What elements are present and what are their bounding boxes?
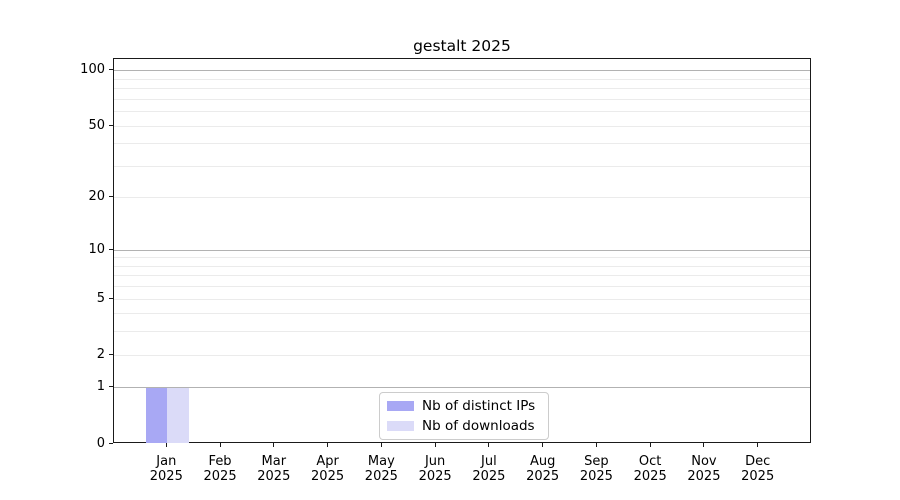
x-tick-year: 2025 — [311, 469, 345, 484]
minor-gridline — [114, 125, 810, 127]
x-tick-year: 2025 — [579, 469, 613, 484]
y-tick-mark — [109, 442, 113, 444]
x-tick-mark — [649, 443, 651, 447]
x-tick-label: Oct 2025 — [620, 454, 680, 484]
major-gridline — [114, 249, 810, 251]
minor-gridline — [114, 257, 810, 259]
y-tick-mark — [109, 386, 113, 388]
y-tick-mark — [109, 196, 113, 198]
y-tick-mark — [109, 248, 113, 250]
y-tick-label: 10 — [88, 241, 105, 257]
y-tick-label: 0 — [96, 435, 105, 451]
minor-gridline — [114, 98, 810, 100]
x-tick-year: 2025 — [472, 469, 506, 484]
x-tick-month: Apr — [316, 454, 339, 469]
minor-gridline — [114, 197, 810, 199]
bar-distinct-ips — [146, 387, 168, 443]
x-tick-label: Jan 2025 — [136, 454, 196, 484]
legend-swatch-downloads — [387, 421, 414, 431]
x-tick-year: 2025 — [203, 469, 237, 484]
bar-downloads — [167, 387, 189, 443]
minor-gridline — [114, 111, 810, 113]
x-tick-month: Jun — [424, 454, 446, 469]
chart-title: gestalt 2025 — [413, 37, 511, 55]
x-tick-label: Feb 2025 — [190, 454, 250, 484]
minor-gridline — [114, 331, 810, 333]
minor-gridline — [114, 275, 810, 277]
x-tick-mark — [165, 443, 167, 447]
x-tick-label: Aug 2025 — [513, 454, 573, 484]
x-tick-year: 2025 — [687, 469, 721, 484]
x-tick-year: 2025 — [418, 469, 452, 484]
x-tick-mark — [273, 443, 275, 447]
x-tick-label: Nov 2025 — [674, 454, 734, 484]
x-tick-mark — [757, 443, 759, 447]
x-tick-label: Sep 2025 — [566, 454, 626, 484]
x-tick-year: 2025 — [364, 469, 398, 484]
x-tick-mark — [380, 443, 382, 447]
x-tick-month: Feb — [208, 454, 232, 469]
y-tick-label: 5 — [96, 290, 105, 306]
x-tick-label: May 2025 — [351, 454, 411, 484]
y-tick-label: 1 — [96, 379, 105, 395]
y-tick-mark — [109, 353, 113, 355]
x-tick-label: Mar 2025 — [244, 454, 304, 484]
plot-area: Nb of distinct IPs Nb of downloads — [113, 58, 811, 443]
x-tick-mark — [542, 443, 544, 447]
x-tick-month: Sep — [584, 454, 609, 469]
minor-gridline — [114, 354, 810, 356]
x-tick-month: Mar — [261, 454, 287, 469]
minor-gridline — [114, 165, 810, 167]
x-tick-month: May — [367, 454, 395, 469]
legend-label: Nb of distinct IPs — [422, 398, 536, 414]
x-tick-year: 2025 — [149, 469, 183, 484]
x-tick-month: Oct — [638, 454, 662, 469]
x-tick-mark — [703, 443, 705, 447]
x-tick-label: Jul 2025 — [459, 454, 519, 484]
major-gridline — [114, 387, 810, 389]
minor-gridline — [114, 298, 810, 300]
x-tick-year: 2025 — [257, 469, 291, 484]
y-tick-label: 100 — [80, 62, 105, 78]
minor-gridline — [114, 88, 810, 90]
x-tick-label: Dec 2025 — [728, 454, 788, 484]
x-tick-mark — [434, 443, 436, 447]
y-tick-label: 50 — [88, 117, 105, 133]
y-tick-mark — [109, 124, 113, 126]
major-gridline — [114, 70, 810, 72]
legend-swatch-distinct-ips — [387, 401, 414, 411]
minor-gridline — [114, 313, 810, 315]
x-tick-year: 2025 — [633, 469, 667, 484]
minor-gridline — [114, 78, 810, 80]
legend-label: Nb of downloads — [422, 418, 535, 434]
y-tick-label: 20 — [88, 189, 105, 205]
legend-item: Nb of downloads — [387, 419, 535, 433]
x-tick-mark — [327, 443, 329, 447]
x-tick-month: Jan — [156, 454, 177, 469]
x-tick-mark — [488, 443, 490, 447]
x-tick-label: Jun 2025 — [405, 454, 465, 484]
y-tick-label: 2 — [96, 346, 105, 362]
legend-item: Nb of distinct IPs — [387, 399, 535, 413]
x-tick-month: Dec — [745, 454, 771, 469]
legend: Nb of distinct IPs Nb of downloads — [379, 392, 550, 440]
x-tick-month: Nov — [691, 454, 717, 469]
x-tick-label: Apr 2025 — [298, 454, 358, 484]
minor-gridline — [114, 265, 810, 267]
minor-gridline — [114, 143, 810, 145]
x-tick-year: 2025 — [526, 469, 560, 484]
x-tick-mark — [219, 443, 221, 447]
minor-gridline — [114, 286, 810, 288]
y-tick-mark — [109, 297, 113, 299]
y-tick-mark — [109, 69, 113, 71]
x-tick-mark — [595, 443, 597, 447]
x-tick-year: 2025 — [741, 469, 775, 484]
x-tick-month: Jul — [481, 454, 497, 469]
x-tick-month: Aug — [529, 454, 556, 469]
